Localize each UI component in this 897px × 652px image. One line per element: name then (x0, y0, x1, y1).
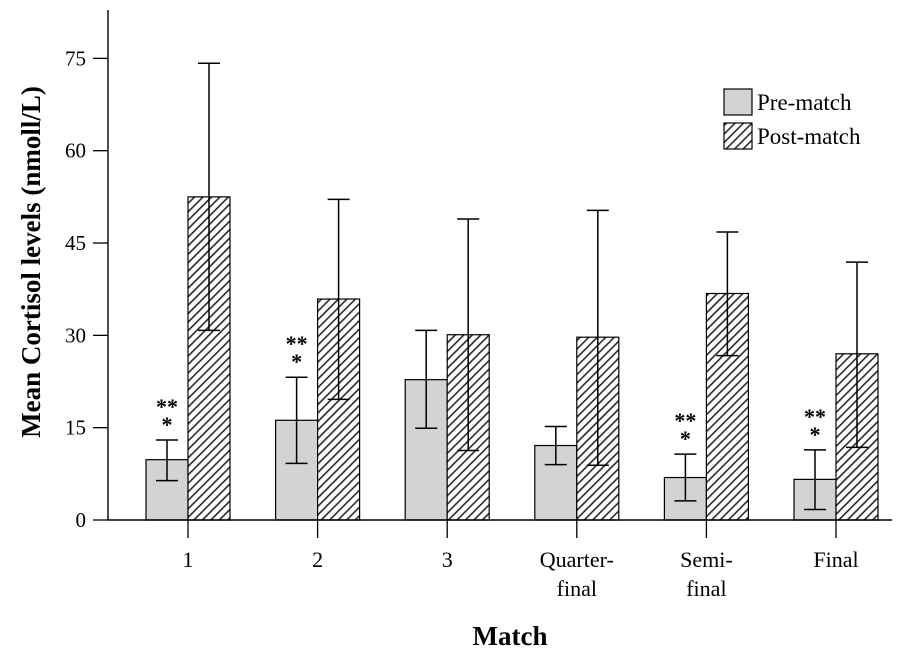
significance-marker: ** (804, 404, 826, 429)
y-tick-label: 45 (65, 231, 86, 255)
post-match-legend-swatch (723, 122, 753, 150)
x-tick-label: 2 (312, 547, 323, 572)
x-tick-label: Quarter- (540, 547, 614, 572)
bars-layer (145, 196, 879, 521)
x-tick-label: 3 (442, 547, 453, 572)
x-tick-label: Semi- (680, 547, 733, 572)
significance-marker: * (680, 426, 691, 451)
significance-marker: * (291, 349, 302, 374)
significance-marker: * (162, 412, 173, 437)
x-tick-label: 1 (183, 547, 194, 572)
x-tick-label: final (557, 576, 597, 601)
x-axis-title: Match (473, 621, 548, 651)
y-tick-label: 0 (76, 508, 87, 532)
pre-match-legend-swatch (723, 88, 753, 116)
y-tick-label: 75 (65, 46, 86, 70)
y-tick-label: 15 (65, 416, 86, 440)
significance-marker: ** (674, 408, 696, 433)
y-tick-label: 60 (65, 139, 86, 163)
y-tick-label: 30 (65, 323, 86, 347)
legend-label: Pre-match (757, 90, 852, 115)
legend-label: Post-match (757, 124, 861, 149)
x-tick-label: Final (813, 547, 858, 572)
significance-annotations: ************ (156, 331, 826, 451)
post-match-bar (317, 298, 361, 521)
legend: Pre-match Post-match (723, 88, 861, 150)
significance-marker: * (810, 422, 821, 447)
axes: 1 2 3 Quarter-final Semi-final Final 0 15 30 45 60… (65, 10, 892, 601)
y-axis-title: Mean Cortisol levels (nmoll/L) (16, 86, 46, 438)
significance-marker: ** (156, 394, 178, 419)
significance-marker: ** (286, 331, 308, 356)
error-bars-layer (156, 62, 868, 511)
x-tick-label: final (686, 576, 726, 601)
